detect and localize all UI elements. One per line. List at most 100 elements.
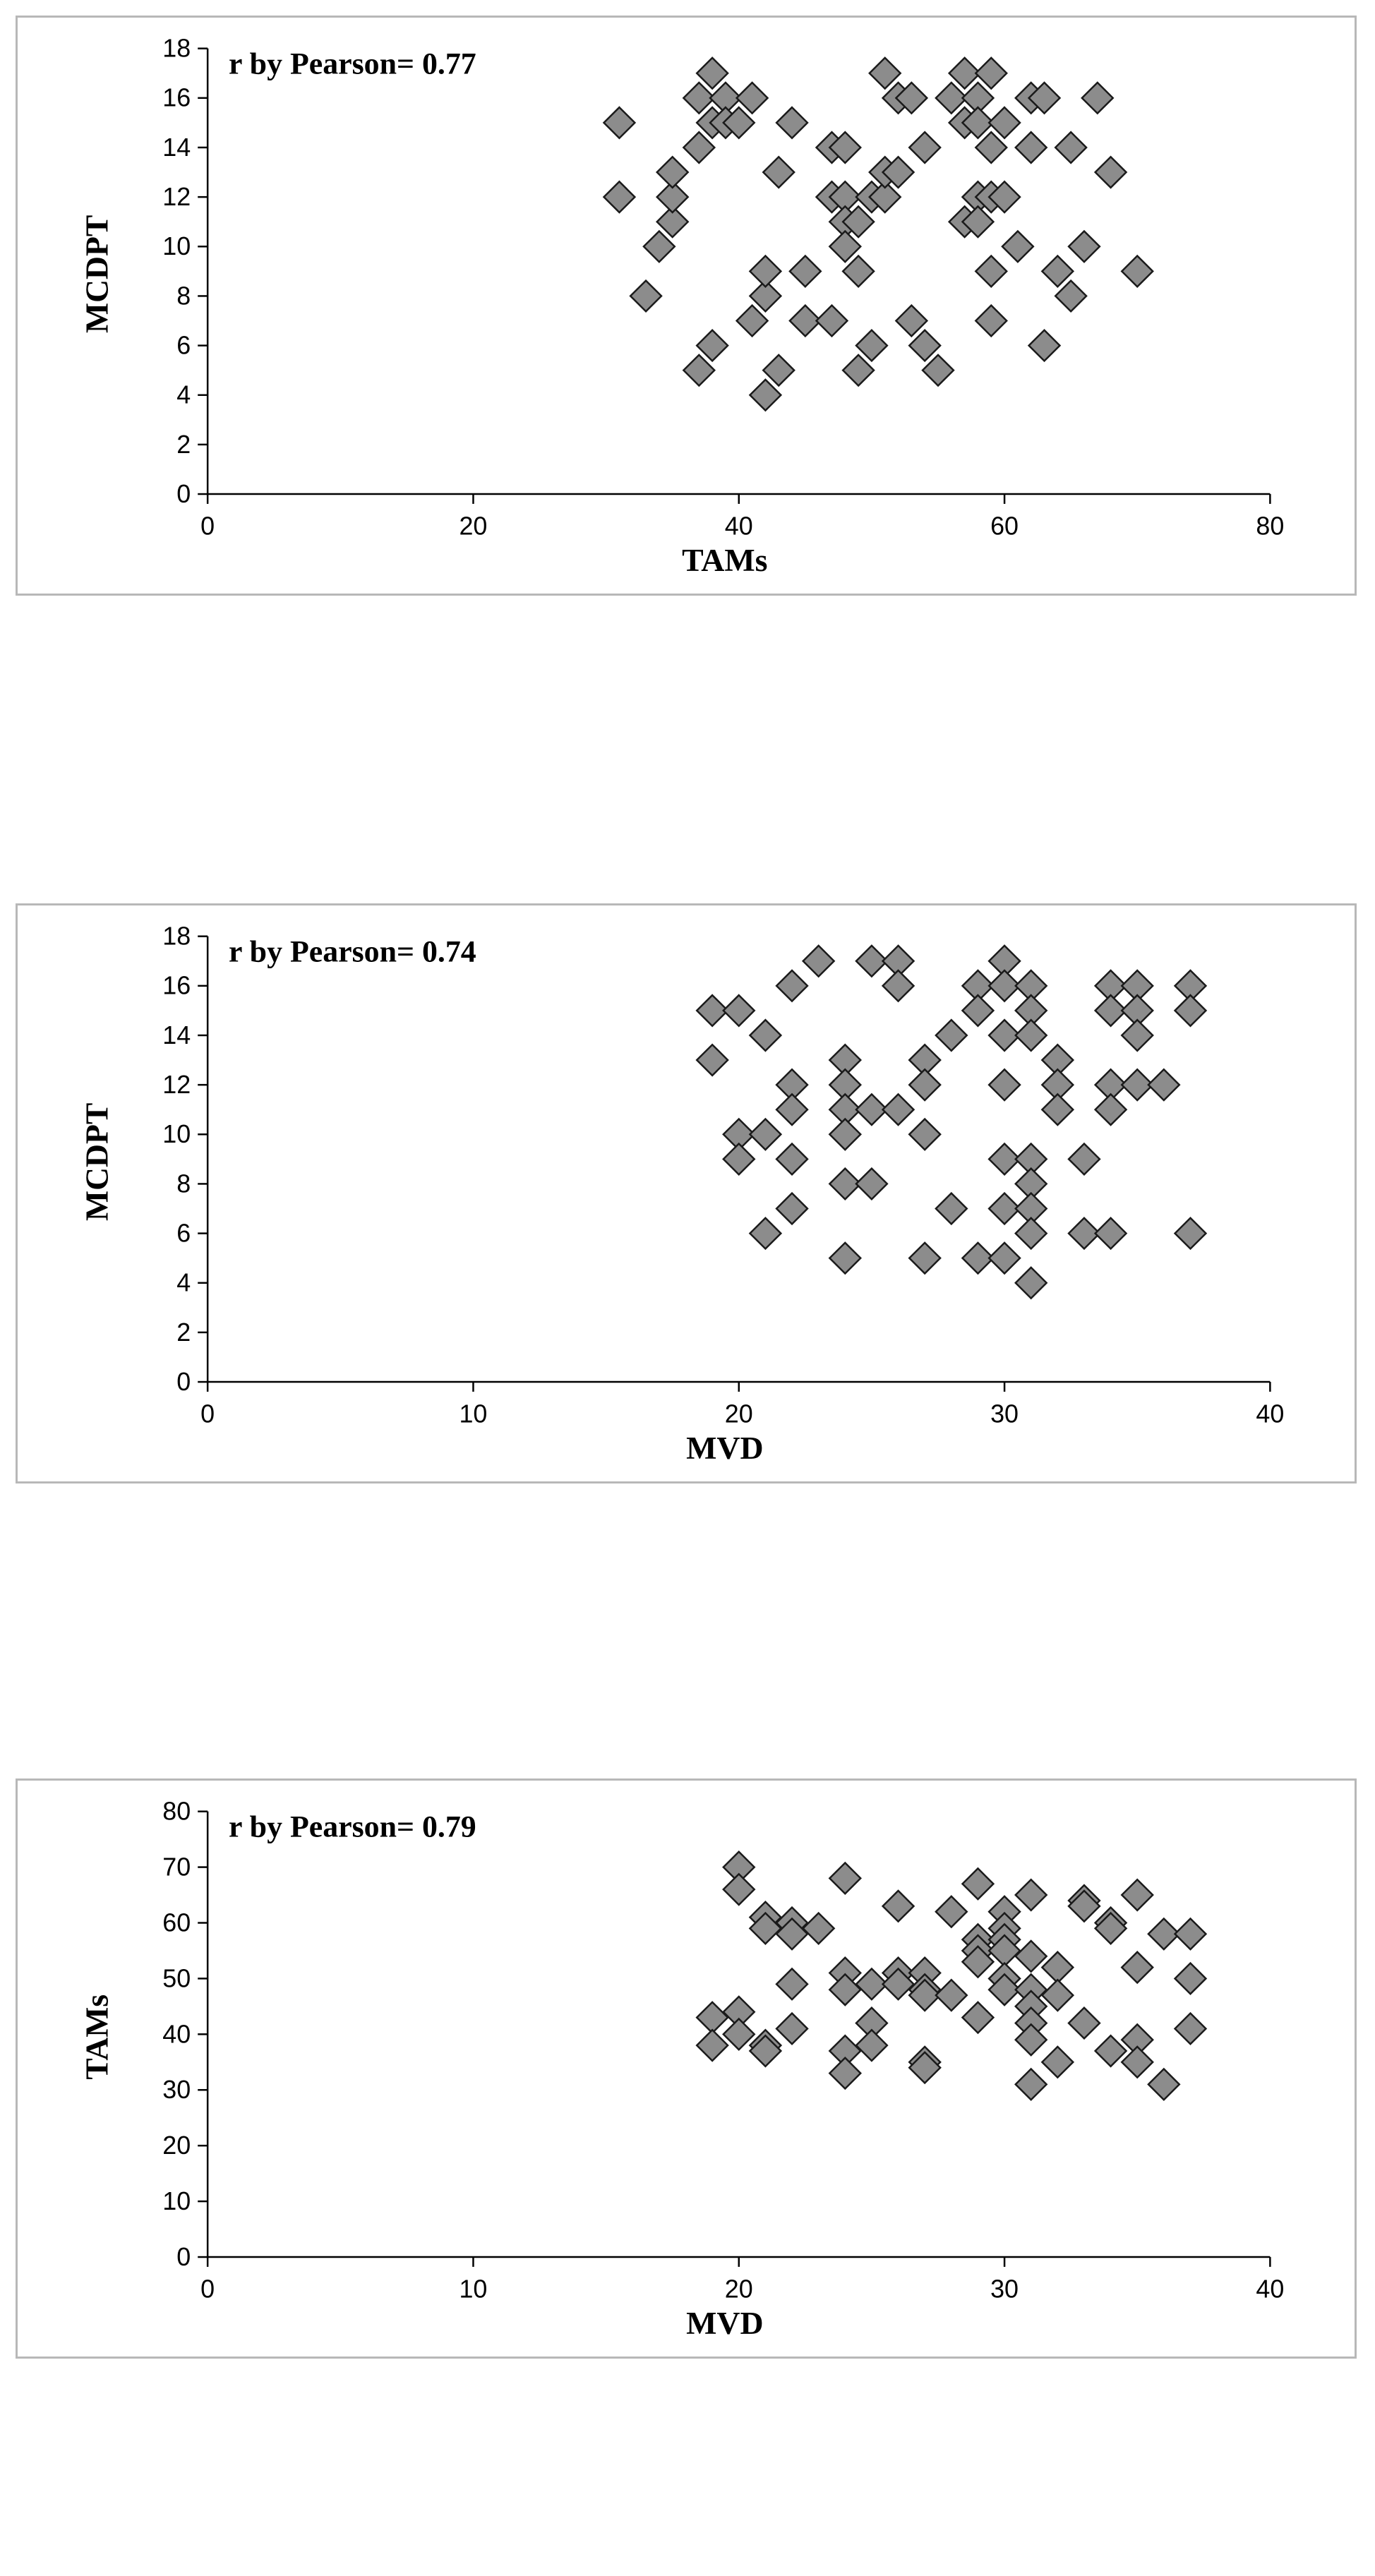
x-tick-label: 30 (990, 2275, 1019, 2304)
data-point (961, 994, 995, 1028)
y-tick-label: 10 (162, 232, 191, 260)
y-tick-label: 12 (162, 1071, 191, 1099)
data-point (1147, 1917, 1181, 1951)
data-point (974, 131, 1008, 164)
data-point (722, 1142, 756, 1176)
data-point (1014, 131, 1048, 164)
y-tick-label: 12 (162, 183, 191, 211)
data-point (655, 205, 690, 239)
data-point (1081, 81, 1115, 115)
y-axis-label: TAMs (79, 1994, 115, 2080)
y-tick-label: 10 (162, 1120, 191, 1148)
data-point (748, 1117, 783, 1151)
y-tick-label: 20 (162, 2131, 191, 2160)
data-point (1027, 81, 1062, 115)
data-point (1120, 1018, 1154, 1052)
y-tick-label: 6 (176, 1220, 191, 1248)
data-point (828, 1973, 862, 2006)
y-tick-label: 80 (162, 1798, 191, 1826)
data-point (855, 328, 889, 363)
chart-svg: 0 2 4 6 8 10 12 14 16 18 0 10 20 30 40 MVD MCDPT r by Pea… (79, 922, 1285, 1467)
data-point (1040, 1093, 1075, 1126)
data-point (1014, 2023, 1048, 2057)
chart-svg: 0 10 20 30 40 50 60 70 80 0 10 20 30 40 MVD TAMs r by Pe… (79, 1798, 1285, 2342)
x-tick-label: 40 (1256, 2275, 1284, 2304)
y-tick-label: 70 (162, 1853, 191, 1882)
data-point (1093, 994, 1128, 1028)
data-point (841, 205, 875, 239)
data-point (987, 106, 1021, 140)
data-point (722, 994, 756, 1028)
y-tick-label: 0 (176, 2243, 191, 2271)
scatter-chart-tams-vs-mcdpt: 0 2 4 6 8 10 12 14 16 18 0 20 40 60 80 TAMs MCDPT r by Pe… (16, 16, 1357, 596)
data-point (1120, 1068, 1154, 1102)
x-tick-label: 0 (200, 1400, 215, 1428)
data-point (1120, 1878, 1154, 1912)
data-point (974, 303, 1008, 338)
y-axis-label: MCDPT (79, 1103, 115, 1221)
x-tick-label: 20 (725, 2275, 753, 2304)
data-point (961, 106, 995, 140)
scatter-chart-mvd-vs-tams: 0 10 20 30 40 50 60 70 80 0 10 20 30 40 MVD TAMs r by Pe… (16, 1778, 1357, 2359)
data-point (828, 1167, 862, 1201)
data-point (735, 303, 769, 338)
data-point (881, 1967, 915, 2001)
y-tick-label: 2 (176, 431, 191, 459)
data-point (695, 1043, 729, 1077)
data-point (935, 1191, 968, 1226)
data-point (828, 1117, 862, 1151)
data-point (961, 2001, 995, 2035)
x-tick-label: 40 (725, 512, 753, 541)
data-point (855, 1093, 889, 1126)
data-point (1173, 1961, 1208, 1996)
data-point (881, 155, 915, 189)
data-point (1014, 1216, 1048, 1251)
data-point (1120, 1951, 1154, 1985)
data-point (748, 378, 783, 412)
data-point (987, 1068, 1021, 1102)
y-tick-label: 8 (176, 1169, 191, 1198)
data-point (762, 354, 795, 387)
data-point (828, 1861, 862, 1895)
data-point (961, 205, 995, 239)
data-point (748, 254, 783, 288)
data-point (801, 944, 836, 978)
pearson-annotation: r by Pearson= 0.79 (229, 1810, 476, 1843)
data-point (1067, 1216, 1101, 1251)
data-point (908, 1241, 942, 1275)
data-point (602, 180, 637, 214)
data-point (748, 279, 783, 313)
x-tick-label: 60 (990, 512, 1019, 541)
data-point (695, 2028, 729, 2062)
data-point (748, 1018, 783, 1052)
data-point (868, 180, 902, 214)
data-point (1014, 1018, 1048, 1052)
data-point (987, 180, 1021, 214)
data-point (987, 1973, 1021, 2006)
x-tick-label: 20 (725, 1400, 753, 1428)
y-tick-label: 4 (176, 381, 191, 409)
data-point (762, 155, 795, 189)
data-point (1067, 1889, 1101, 1923)
data-point (935, 1978, 968, 2012)
data-point (1054, 279, 1088, 313)
data-point (987, 1191, 1021, 1226)
data-point (828, 1241, 862, 1275)
data-point (775, 969, 809, 1003)
data-point (722, 1872, 756, 1906)
data-point (908, 1068, 942, 1102)
data-point (855, 1967, 889, 2001)
x-axis-label: MVD (686, 1430, 763, 1466)
data-point (695, 994, 729, 1028)
data-point (1173, 2011, 1208, 2046)
data-point (1027, 328, 1062, 363)
data-point (1147, 1068, 1181, 1102)
data-point (1093, 1093, 1128, 1126)
x-tick-label: 80 (1256, 512, 1284, 541)
data-point (775, 1142, 809, 1176)
y-tick-label: 18 (162, 922, 191, 951)
data-point (788, 303, 822, 338)
data-point (908, 2051, 942, 2085)
y-tick-label: 0 (176, 1368, 191, 1396)
data-point (855, 944, 889, 978)
